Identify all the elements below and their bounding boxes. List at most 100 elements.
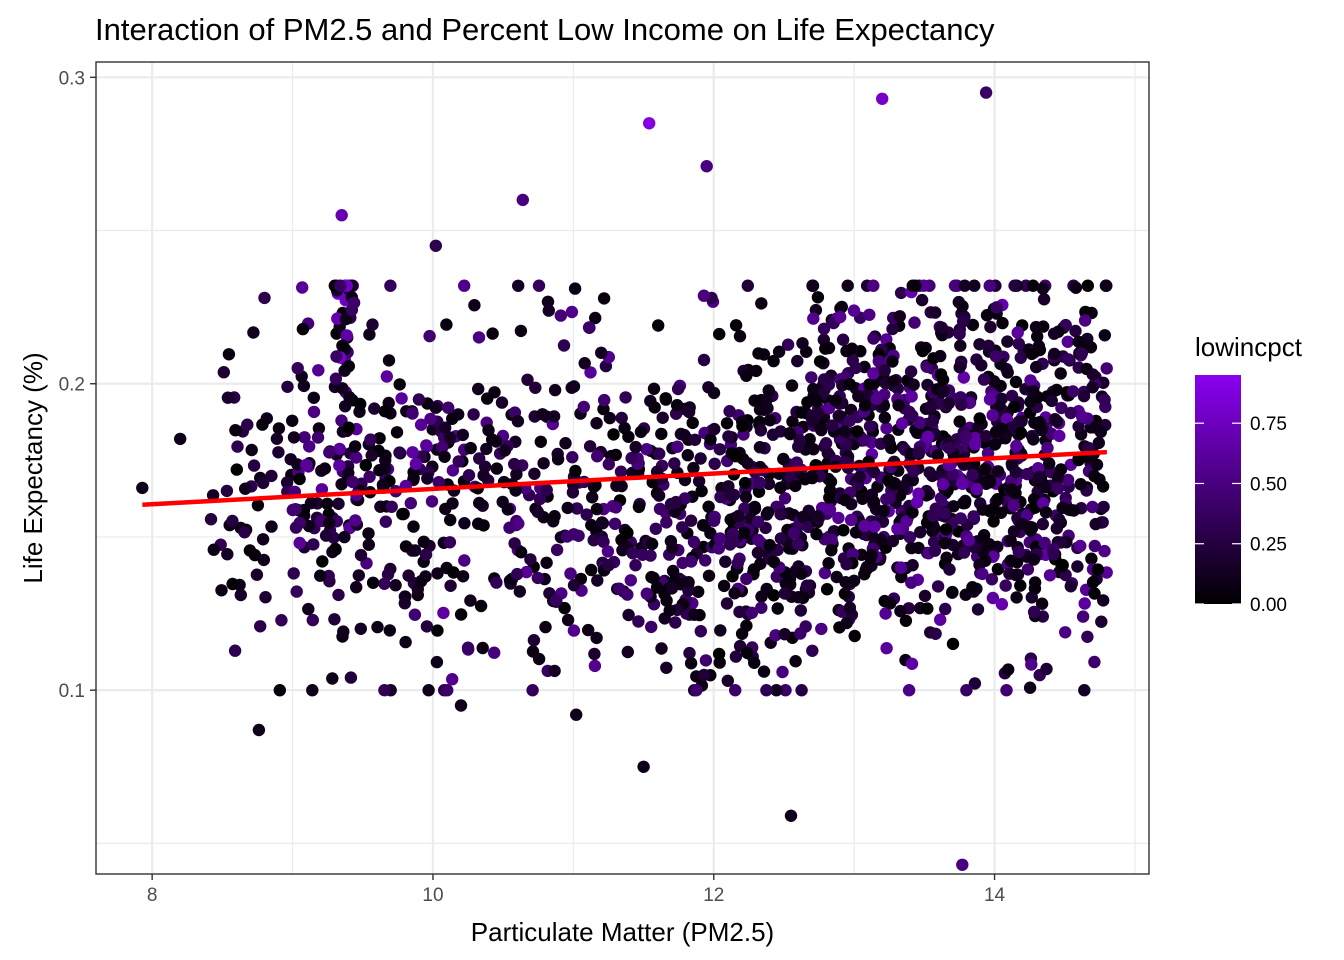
data-point [752, 485, 766, 498]
data-point [936, 477, 950, 491]
data-point [1027, 553, 1041, 566]
data-point [591, 574, 604, 587]
data-point [539, 620, 552, 634]
data-point [381, 568, 395, 581]
data-point [1091, 563, 1105, 576]
data-point [259, 591, 272, 604]
data-point [905, 541, 918, 555]
data-point [1100, 362, 1113, 375]
data-point [953, 327, 966, 341]
data-point [472, 382, 485, 396]
data-point [307, 538, 320, 551]
data-point [429, 239, 442, 252]
data-point [991, 493, 1004, 506]
data-point [838, 425, 852, 438]
data-point [512, 279, 525, 292]
data-point [807, 443, 820, 456]
data-point [508, 457, 521, 471]
data-point [1062, 353, 1075, 366]
data-point [863, 420, 877, 433]
data-point [908, 316, 921, 329]
data-point [786, 415, 799, 428]
data-point [1064, 406, 1078, 420]
data-point [1027, 433, 1040, 446]
data-point [1061, 335, 1075, 348]
data-point [533, 492, 547, 506]
data-point [648, 401, 661, 414]
data-point [398, 597, 411, 610]
data-point [251, 499, 265, 512]
legend-colorbar [1195, 375, 1241, 604]
data-point [660, 516, 673, 529]
x-tick-label: 14 [984, 885, 1006, 906]
data-point [1089, 421, 1102, 434]
data-point [257, 553, 270, 567]
data-point [220, 484, 234, 498]
data-point [918, 589, 932, 603]
data-point [813, 355, 827, 368]
data-point [681, 449, 694, 462]
data-point [931, 449, 944, 462]
data-point [763, 414, 777, 427]
data-point [840, 558, 853, 571]
data-point [339, 312, 353, 326]
data-point [319, 529, 333, 542]
data-point [852, 390, 865, 403]
data-point [968, 677, 982, 690]
data-point [446, 464, 460, 477]
data-point [713, 443, 726, 456]
data-point [293, 536, 306, 550]
data-point [632, 615, 645, 628]
data-point [745, 606, 759, 619]
legend: lowincpct 0.00 0.25 0.50 0.75 [1195, 332, 1303, 616]
data-point [994, 379, 1007, 393]
data-point [652, 319, 665, 332]
data-point [759, 394, 773, 408]
data-point [1086, 368, 1099, 381]
data-point [384, 279, 397, 292]
data-point [609, 448, 622, 462]
data-point [467, 408, 480, 421]
data-point [1077, 389, 1091, 403]
data-point [1067, 504, 1081, 517]
data-point [380, 370, 393, 383]
data-point [1071, 560, 1084, 573]
data-point [512, 517, 525, 530]
data-point [332, 588, 345, 602]
data-point [863, 378, 876, 391]
data-point [882, 433, 895, 447]
data-point [226, 514, 239, 528]
data-point [985, 573, 999, 586]
data-point [938, 537, 951, 550]
data-point [906, 409, 919, 422]
data-point [615, 479, 628, 493]
data-point [879, 607, 892, 620]
data-point [966, 468, 979, 482]
data-point [363, 328, 376, 341]
data-point [979, 430, 993, 443]
data-point [987, 515, 1000, 528]
data-point [1012, 545, 1025, 559]
y-tick-label: 0.1 [59, 681, 85, 702]
data-point [330, 350, 343, 363]
data-point [676, 521, 689, 534]
data-point [733, 330, 747, 343]
data-point [335, 478, 348, 491]
data-point [713, 327, 726, 341]
data-point [1072, 335, 1085, 348]
data-point [755, 297, 768, 310]
data-point [858, 399, 872, 412]
data-point [986, 409, 999, 422]
plot-panel [95, 61, 1150, 875]
data-point [567, 579, 581, 592]
data-point [625, 451, 638, 465]
data-point [304, 497, 318, 510]
data-point [409, 457, 423, 471]
data-point [912, 446, 925, 459]
data-point [774, 508, 787, 521]
data-point [946, 468, 960, 481]
data-point [692, 585, 705, 598]
data-point [717, 579, 731, 593]
data-point [800, 579, 814, 592]
data-point [1074, 478, 1087, 491]
